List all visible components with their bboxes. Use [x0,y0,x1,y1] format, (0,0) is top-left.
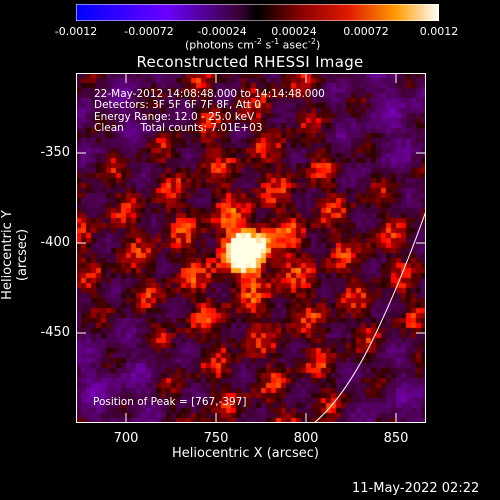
colorbar-tick: 0.00024 [271,25,317,38]
info-detectors: Detectors: 3F 5F 6F 7F 8F, Att 0 [94,99,261,111]
solar-limb-line [313,210,426,423]
colorbar-tick: -0.00072 [124,25,174,38]
x-tick-label: 800 [293,431,319,446]
y-tick-label: -400 [40,235,70,250]
x-tick-label: 850 [383,431,409,446]
x-axis-label: Heliocentric X (arcsec) [172,446,319,461]
y-axis-label: Heliocentric Y (arcsec) [0,210,30,300]
chart-title: Reconstructed RHESSI Image [136,53,364,71]
solar-limb-overlay [313,210,426,423]
plot-frame [76,73,426,423]
colorbar-tick: 0.00072 [343,25,389,38]
colorbar-tick: -0.0012 [54,25,98,38]
axis-ticks [76,73,426,423]
colorbar [76,4,439,21]
x-tick-label: 700 [113,431,139,446]
timestamp: 11-May-2022 02:22 [352,481,480,496]
y-tick-label: -450 [40,325,70,340]
colorbar-tick: -0.00024 [197,25,247,38]
colorbar-unit-label: (photons cm-2 s-1 asec-2) [185,37,321,52]
y-tick-label: -350 [40,145,70,160]
info-time-range: 22-May-2012 14:08:48.000 to 14:14:48.000 [94,88,325,100]
colorbar-tick: 0.0012 [419,25,459,38]
peak-position-label: Position of Peak = [767,-397] [93,396,247,408]
heatmap-canvas [76,73,426,423]
x-tick-label: 750 [203,431,229,446]
info-clean-counts: Clean Total counts: 7.01E+03 [94,122,263,134]
info-energy-range: Energy Range: 12.0 - 25.0 keV [94,111,255,123]
